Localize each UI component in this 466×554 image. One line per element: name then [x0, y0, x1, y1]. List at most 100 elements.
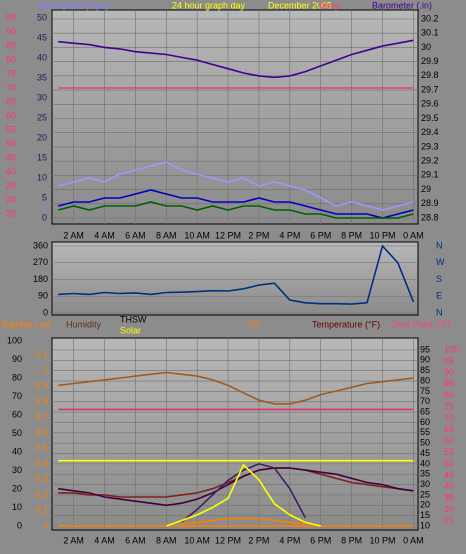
axis-label: Windspeed (mph) — [38, 0, 109, 10]
x-tick-label: 8 AM — [156, 535, 177, 545]
y-tick-label: 25 — [444, 515, 454, 525]
y-tick-label: 270 — [33, 257, 48, 267]
x-tick-label: 8 AM — [156, 230, 177, 240]
y-tick-label: 29.5 — [421, 113, 439, 123]
y-tick-label: S — [436, 274, 442, 284]
series-line — [58, 467, 414, 498]
y-tick-label: 0.2 — [35, 489, 48, 499]
x-tick-label: 10 PM — [369, 535, 395, 545]
x-tick-label: 10 AM — [184, 230, 210, 240]
y-tick-label: 50 — [6, 138, 16, 148]
y-tick-label: 0 — [43, 520, 48, 530]
x-tick-label: 2 AM — [63, 535, 84, 545]
y-tick-label: 30.1 — [421, 28, 439, 38]
y-tick-label: 0.3 — [35, 474, 48, 484]
y-tick-label: 29 — [421, 184, 431, 194]
y-tick-label: 45 — [444, 470, 454, 480]
y-tick-label: 75 — [420, 386, 430, 396]
y-tick-label: 35 — [37, 72, 47, 82]
y-tick-label: N — [436, 307, 443, 317]
axis-label: Temp — [318, 0, 340, 10]
y-tick-label: 10 — [420, 520, 430, 530]
y-tick-label: 35 — [6, 180, 16, 190]
y-tick-label: 70 — [420, 396, 430, 406]
y-tick-label: 45 — [37, 32, 47, 42]
y-tick-label: 1 — [43, 365, 48, 375]
y-tick-label: 100 — [7, 335, 22, 345]
y-tick-label: 30 — [421, 42, 431, 52]
y-tick-label: 90 — [420, 355, 430, 365]
y-tick-label: 50 — [37, 12, 47, 22]
x-tick-label: 6 PM — [310, 230, 331, 240]
x-tick-label: 6 AM — [125, 230, 146, 240]
y-tick-label: 35 — [444, 493, 454, 503]
y-tick-label: 30 — [420, 479, 430, 489]
y-tick-label: 30.2 — [421, 13, 439, 23]
series-line — [57, 189, 414, 219]
y-tick-label: 0.4 — [35, 458, 48, 468]
y-tick-label: 90 — [6, 26, 16, 36]
y-tick-label: 40 — [6, 166, 16, 176]
y-tick-label: 29.7 — [421, 84, 439, 94]
x-tick-label: 2 AM — [63, 230, 84, 240]
y-tick-label: 0.5 — [35, 443, 48, 453]
x-tick-label: 6 PM — [310, 535, 331, 545]
series-line — [181, 463, 307, 523]
y-tick-label: 45 — [6, 152, 16, 162]
y-tick-label: 29.8 — [421, 70, 439, 80]
y-tick-label: 70 — [12, 391, 22, 401]
y-tick-label: 20 — [12, 483, 22, 493]
y-tick-label: 40 — [444, 481, 454, 491]
y-tick-label: 90 — [12, 354, 22, 364]
x-tick-label: 2 PM — [248, 230, 269, 240]
x-tick-label: 10 PM — [369, 230, 395, 240]
y-tick-label: 28.9 — [421, 198, 439, 208]
y-tick-label: 65 — [420, 406, 430, 416]
y-tick-label: 75 — [444, 401, 454, 411]
y-tick-label: 1.1 — [35, 349, 48, 359]
y-tick-label: 0.7 — [35, 412, 48, 422]
y-tick-label: 40 — [12, 446, 22, 456]
axis-label: December 2005 — [268, 0, 332, 10]
y-tick-label: 0.1 — [35, 505, 48, 515]
y-tick-label: 80 — [6, 54, 16, 64]
y-tick-label: 60 — [420, 417, 430, 427]
plot-area — [51, 9, 419, 225]
y-tick-label: 0 — [17, 520, 22, 530]
y-tick-label: 85 — [420, 365, 430, 375]
y-tick-label: 100 — [444, 344, 459, 354]
y-tick-label: 20 — [420, 500, 430, 510]
y-tick-label: 80 — [420, 375, 430, 385]
x-tick-label: 12 PM — [215, 230, 241, 240]
y-tick-label: 0.8 — [35, 396, 48, 406]
y-tick-label: 10 — [37, 172, 47, 182]
y-tick-label: 30 — [12, 465, 22, 475]
y-tick-label: 65 — [444, 424, 454, 434]
axis-label: 24 hour graph day — [172, 0, 246, 10]
y-tick-label: 95 — [6, 12, 16, 22]
y-tick-label: 60 — [6, 110, 16, 120]
y-tick-label: 30 — [444, 504, 454, 514]
series-line — [181, 517, 306, 525]
y-tick-label: 29.9 — [421, 56, 439, 66]
y-tick-label: 29.1 — [421, 170, 439, 180]
series-label: THSW — [120, 314, 147, 324]
series-line — [166, 463, 321, 527]
y-tick-label: 0.9 — [35, 380, 48, 390]
y-tick-label: 29.4 — [421, 127, 439, 137]
y-tick-label: 70 — [444, 413, 454, 423]
y-tick-label: 5 — [42, 192, 47, 202]
y-tick-label: 15 — [37, 152, 47, 162]
y-tick-label: 0 — [42, 212, 47, 222]
series-line — [58, 39, 414, 79]
y-tick-label: 90 — [38, 291, 48, 301]
y-tick-label: 85 — [6, 40, 16, 50]
x-tick-label: 2 PM — [248, 535, 269, 545]
y-tick-label: 0 — [43, 307, 48, 317]
y-tick-label: 30 — [37, 92, 47, 102]
y-tick-label: 40 — [37, 52, 47, 62]
x-tick-label: 4 PM — [279, 230, 300, 240]
y-tick-label: W — [436, 257, 445, 267]
x-tick-label: 0 AM — [403, 230, 424, 240]
y-tick-label: 180 — [33, 274, 48, 284]
